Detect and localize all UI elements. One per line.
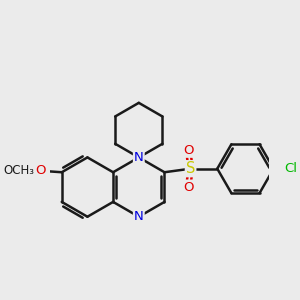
Text: N: N — [134, 210, 144, 223]
Text: OCH₃: OCH₃ — [3, 164, 34, 177]
Text: Cl: Cl — [284, 162, 297, 175]
Text: N: N — [134, 151, 144, 164]
Text: O: O — [183, 181, 194, 194]
Text: S: S — [186, 161, 195, 176]
Text: O: O — [35, 164, 46, 177]
Text: O: O — [183, 144, 194, 157]
